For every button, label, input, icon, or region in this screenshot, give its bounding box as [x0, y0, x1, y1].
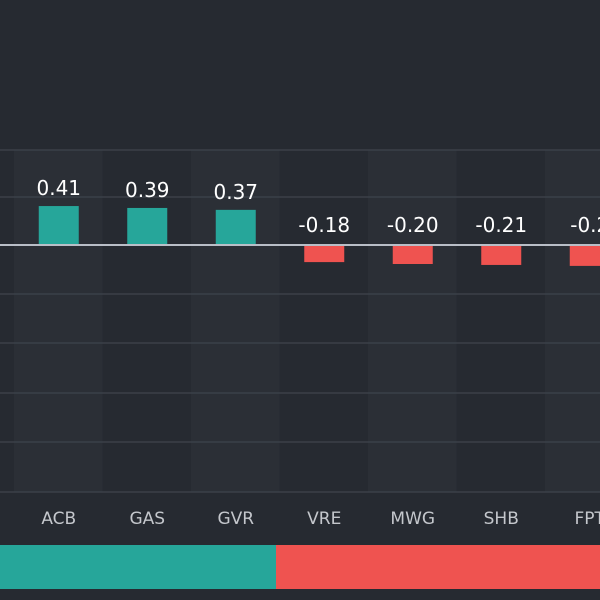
column-band: [191, 150, 280, 492]
bar-mwg[interactable]: [392, 245, 433, 264]
column-band: [14, 150, 103, 492]
column-bands: [14, 150, 600, 492]
value-label-vre: -0.18: [298, 213, 350, 237]
column-band: [368, 150, 457, 492]
tick-label-acb: ACB: [41, 509, 76, 529]
value-label-gas: 0.39: [125, 178, 170, 202]
negative-share-segment: [276, 545, 600, 589]
bar-fpt[interactable]: [569, 245, 600, 266]
bar-shb[interactable]: [481, 245, 522, 265]
value-label-fpt: -0.2: [570, 213, 600, 237]
tick-label-mwg: MWG: [390, 509, 435, 529]
x-tick-labels: ACB GAS GVR VRE MWG SHB FPT: [41, 509, 600, 529]
gridlines: [0, 149, 600, 493]
bar-acb[interactable]: [38, 206, 79, 245]
tick-label-vre: VRE: [307, 509, 341, 529]
bar-gvr[interactable]: [215, 209, 256, 245]
value-label-acb: 0.41: [36, 176, 81, 200]
tick-label-shb: SHB: [484, 509, 519, 529]
value-label-shb: -0.21: [475, 213, 527, 237]
column-band: [456, 150, 545, 492]
sentiment-summary-bar: [0, 545, 600, 589]
bar-gas[interactable]: [127, 207, 168, 245]
value-label-gvr: 0.37: [213, 180, 258, 204]
tick-label-fpt: FPT: [575, 509, 600, 529]
tick-label-gvr: GVR: [217, 509, 254, 529]
tick-label-gas: GAS: [129, 509, 165, 529]
bars-layer: [38, 206, 600, 266]
data-labels: 0.41 0.39 0.37 -0.18 -0.20 -0.21 -0.2: [36, 176, 600, 237]
bar-vre[interactable]: [304, 245, 345, 263]
positive-share-segment: [0, 545, 276, 589]
value-label-mwg: -0.20: [387, 213, 439, 237]
bottom-strip: [0, 589, 600, 600]
impact-bar-chart: 0.41 0.39 0.37 -0.18 -0.20 -0.21 -0.2 ACB GAS GV…: [0, 149, 600, 529]
column-band: [279, 150, 368, 492]
column-band: [102, 150, 191, 492]
column-band: [545, 150, 600, 492]
